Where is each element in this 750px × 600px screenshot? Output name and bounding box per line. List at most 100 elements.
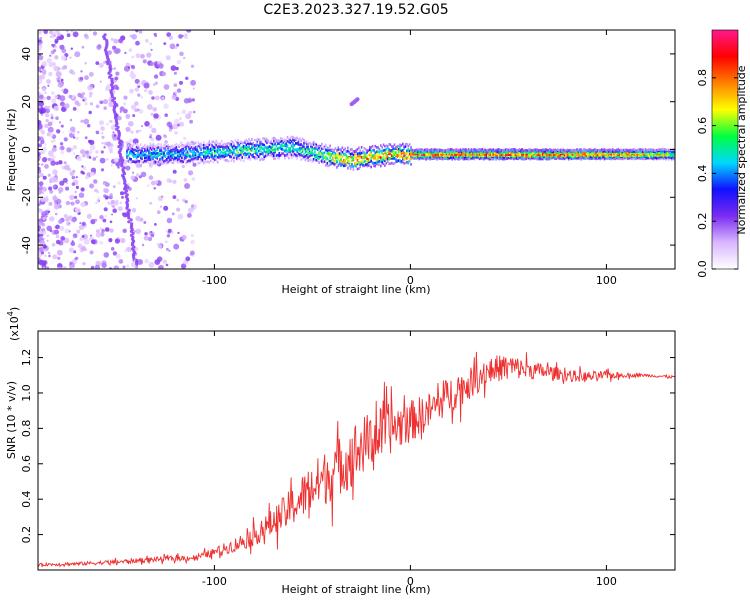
- ridge-cell: [603, 157, 606, 161]
- ridge-cell: [344, 164, 346, 167]
- ridge-cell: [161, 162, 164, 165]
- ridge-cell: [436, 150, 438, 154]
- ridge-cell: [297, 154, 300, 157]
- ridge-cell: [558, 149, 560, 152]
- noise-speck: [49, 189, 54, 194]
- ridge-cell: [588, 156, 591, 160]
- noise-speck: [47, 157, 51, 161]
- ridge-cell: [358, 157, 360, 160]
- ridge-cell: [156, 157, 158, 160]
- ridge-cell: [433, 157, 436, 160]
- ridge-cell: [610, 157, 613, 161]
- ridge-cell: [364, 152, 367, 156]
- ridge-cell: [189, 159, 191, 162]
- ridge-cell: [492, 150, 495, 153]
- ridge-cell: [164, 144, 167, 147]
- ridge-cell: [546, 150, 548, 153]
- ridge-cell: [541, 148, 544, 152]
- ridge-cell: [193, 157, 195, 160]
- ridge-cell: [288, 147, 290, 150]
- ridge-cell: [219, 157, 222, 160]
- noise-speck: [115, 48, 121, 54]
- noise-speck: [55, 239, 61, 245]
- ridge-cell: [647, 148, 650, 151]
- ridge-cell: [606, 148, 608, 152]
- noise-speck: [167, 228, 172, 233]
- ridge-cell: [533, 154, 536, 158]
- noise-speck: [69, 261, 73, 265]
- ridge-cell: [633, 153, 636, 156]
- noise-speck: [147, 236, 153, 242]
- ridge-cell: [263, 137, 265, 141]
- ridge-cell: [152, 146, 154, 150]
- ridge-cell: [301, 144, 304, 148]
- noise-speck: [192, 87, 195, 90]
- noise-speck: [42, 175, 47, 180]
- ridge-cell: [448, 148, 451, 152]
- ridge-cell: [155, 156, 157, 159]
- noise-speck: [39, 70, 42, 73]
- ridge-cell: [546, 157, 548, 161]
- ridge-cell: [407, 149, 410, 153]
- noise-speck: [128, 121, 134, 127]
- ridge-cell: [193, 147, 195, 150]
- noise-speck: [42, 244, 47, 249]
- ridge-cell: [478, 153, 481, 156]
- ridge-cell: [407, 161, 410, 165]
- noise-speck: [45, 108, 50, 114]
- ridge-cell: [242, 141, 245, 145]
- ridge-cell: [596, 153, 599, 157]
- ridge-cell: [440, 151, 442, 155]
- ridge-cell: [591, 156, 593, 159]
- ridge-cell: [198, 153, 201, 157]
- ridge-cell: [218, 142, 220, 146]
- ridge-cell: [422, 149, 425, 152]
- ridge-cell: [178, 152, 180, 155]
- ridge-cell: [327, 153, 330, 157]
- noise-speck: [129, 88, 134, 94]
- ridge-cell: [190, 155, 193, 159]
- ridge-cell: [134, 160, 136, 164]
- ridge-cell: [428, 156, 430, 160]
- ridge-cell: [155, 149, 157, 153]
- noise-speck: [188, 110, 193, 115]
- noise-speck: [109, 193, 113, 197]
- ridge-cell: [389, 143, 392, 146]
- ridge-cell: [419, 148, 422, 151]
- ridge-cell: [349, 167, 352, 171]
- ridge-cell: [205, 151, 208, 155]
- noise-speck: [55, 161, 59, 166]
- ridge-cell: [308, 152, 311, 155]
- ridge-cell: [388, 158, 390, 161]
- noise-speck: [95, 155, 98, 159]
- ridge-cell: [193, 150, 195, 154]
- noise-speck: [95, 202, 98, 205]
- ridge-cell: [204, 147, 206, 150]
- ridge-cell: [220, 139, 223, 143]
- ridge-cell: [178, 150, 180, 154]
- ridge-cell: [448, 150, 451, 154]
- noise-speck: [59, 145, 65, 151]
- noise-speck: [166, 32, 172, 37]
- noise-speck: [40, 240, 46, 246]
- noise-speck: [178, 34, 183, 39]
- noise-speck: [105, 86, 110, 92]
- ridge-cell: [300, 143, 302, 146]
- ridge-cell: [410, 163, 412, 166]
- ridge-cell: [389, 162, 392, 165]
- ridge-cell: [462, 157, 464, 161]
- ridge-cell: [263, 143, 265, 147]
- ridge-cell: [128, 152, 131, 155]
- noise-speck: [125, 126, 131, 132]
- noise-speck: [67, 201, 70, 205]
- ridge-cell: [326, 157, 329, 160]
- ridge-cell: [638, 150, 640, 154]
- ridge-cell: [284, 154, 286, 157]
- ridge-cell: [507, 155, 510, 159]
- x-tick-label: 0: [407, 575, 414, 588]
- ridge-cell: [296, 154, 298, 157]
- ridge-cell: [168, 159, 171, 162]
- ridge-cell: [128, 146, 131, 150]
- ridge-cell: [135, 154, 138, 158]
- ridge-cell: [377, 160, 379, 164]
